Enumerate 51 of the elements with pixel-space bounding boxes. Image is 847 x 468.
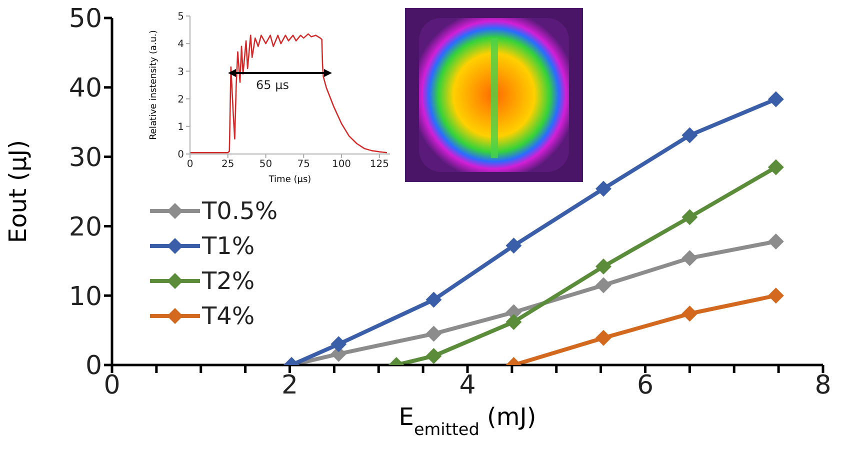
point <box>595 258 612 274</box>
x-tick-label: 125 <box>370 159 389 170</box>
point <box>682 209 698 226</box>
x-axis-title: E$_{emitted}$ (mJ) <box>398 403 536 439</box>
y-tick-label: 0 <box>85 351 102 382</box>
point <box>330 336 347 352</box>
x-tick-label: 100 <box>332 159 352 170</box>
y-axis-title: Eout (µJ) <box>4 140 32 244</box>
x-tick-label: 0 <box>186 159 194 170</box>
legend-label: T1% <box>202 232 255 260</box>
point <box>682 250 698 266</box>
point <box>506 238 522 254</box>
point <box>595 180 612 197</box>
point <box>426 348 442 364</box>
annotation: 65 µs <box>256 78 289 92</box>
point <box>768 233 784 250</box>
y-tick-label: 40 <box>68 74 102 104</box>
point <box>682 306 698 322</box>
legend-label: T0.5% <box>202 196 278 224</box>
legend-label: T4% <box>202 302 255 330</box>
line-series <box>190 33 388 154</box>
point <box>768 159 784 176</box>
x-tick-label: 0 <box>104 370 120 400</box>
y-tick-label: 3 <box>178 66 184 78</box>
y-tick-label: 4 <box>178 39 184 50</box>
y-tick-label: 5 <box>178 12 184 23</box>
y-tick-label: 2 <box>178 94 184 106</box>
x-tick-label: 4 <box>459 370 476 400</box>
legend-label: T2% <box>202 266 255 294</box>
y-tick-label: 10 <box>68 282 102 312</box>
y-tick-label: 0 <box>178 150 184 161</box>
x-axis-title: Time (µs) <box>268 175 312 185</box>
y-tick-label: 30 <box>68 143 102 174</box>
point <box>426 292 442 308</box>
point <box>506 314 522 330</box>
point <box>768 288 784 304</box>
x-tick-label: 2 <box>281 370 298 400</box>
point <box>595 330 612 346</box>
x-tick-label: 50 <box>259 159 272 170</box>
y-axis-title: Relative instensity (a.u.) <box>149 30 159 140</box>
point <box>682 127 698 144</box>
x-tick-label: 25 <box>222 159 234 170</box>
y-tick-label: 1 <box>178 122 184 133</box>
y-tick-label: 50 <box>68 4 102 34</box>
y-tick-label: 20 <box>68 212 102 242</box>
x-tick-label: 8 <box>814 370 832 400</box>
x-tick-label: 75 <box>297 159 310 170</box>
x-tick-label: 6 <box>636 370 654 400</box>
point <box>595 277 612 294</box>
point <box>768 91 784 108</box>
point <box>426 326 442 342</box>
